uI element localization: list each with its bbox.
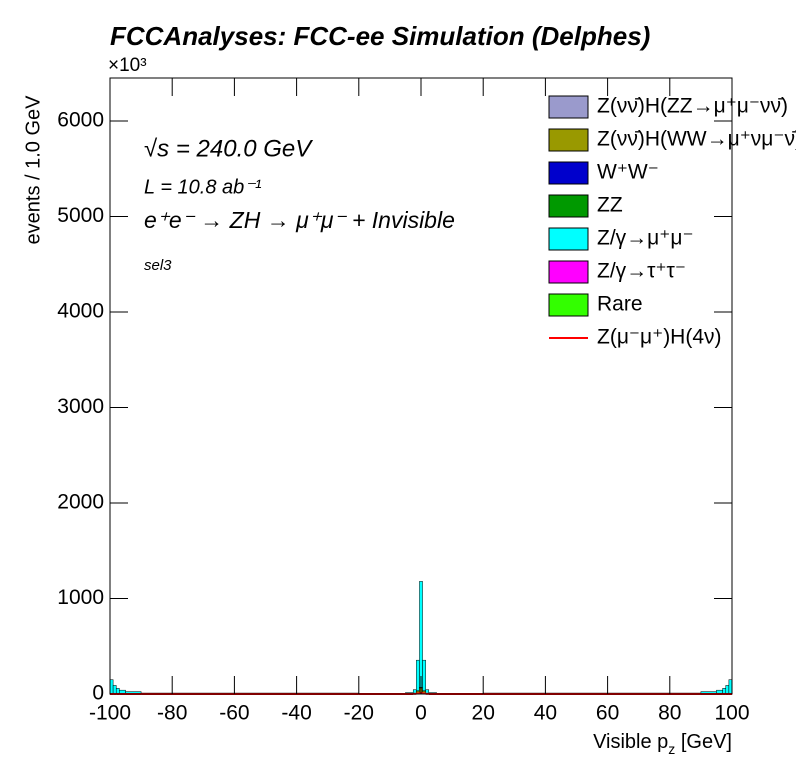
bar [419,581,423,688]
legend-label: Z(νν̄)H(ZZ→μ⁺μ⁻νν̄) [597,95,788,118]
x-tick-label: -40 [281,702,311,725]
chart-title: FCCAnalyses: FCC-ee Simulation (Delphes) [110,21,650,51]
x-label-part: Visible p [593,731,668,753]
legend-label: Z(νν̄)H(WW→μ⁺νμ⁻ν̄) [597,128,796,151]
x-tick-label: 20 [472,702,495,725]
y-tick-label: 4000 [57,300,104,323]
x-tick-label: 60 [596,702,619,725]
x-tick-label: -60 [219,702,249,725]
y-tick-label: 2000 [57,491,104,514]
y-tick-label: 0 [92,682,104,705]
bar [112,685,117,695]
bar [416,659,420,692]
y-axis-label: events / 1.0 GeV [22,95,44,245]
x-tick-label: -80 [157,702,187,725]
annotation: sel3 [144,257,172,274]
annotation: e⁺e⁻ → ZH → μ⁺μ⁻ + Invisible [144,207,455,233]
annotation: L = 10.8 ab⁻¹ [144,176,262,198]
legend-swatch [548,128,589,152]
legend-swatch [548,260,589,284]
legend-swatch [548,227,589,251]
bar [725,685,730,695]
y-tick-label: 1000 [57,586,104,609]
legend-label: Z/γ→τ⁺τ⁻ [597,260,686,283]
legend-label: Z/γ→μ⁺μ⁻ [597,227,694,250]
x-label-part: [GeV] [675,731,732,753]
legend-label: W⁺W⁻ [597,161,659,184]
x-tick-label: 100 [714,702,749,725]
x-tick-label: 0 [415,702,427,725]
x-tick-label: -20 [344,702,374,725]
y-tick-label: 5000 [57,204,104,227]
legend-swatch [548,95,589,119]
x-tick-label: -100 [89,702,131,725]
x-tick-label: 80 [658,702,681,725]
legend-swatch [548,194,589,218]
legend-swatch [548,161,589,185]
legend-label: Rare [597,293,643,316]
bar [422,659,426,692]
y-tick-label: 6000 [57,109,104,132]
annotation: √s = 240.0 GeV [144,135,313,162]
legend: Z(νν̄)H(ZZ→μ⁺μ⁻νν̄) Z(νν̄)H(WW→μ⁺νμ⁻ν̄) W⁺… [548,95,796,349]
y-tick-label: 3000 [57,395,104,418]
legend-label: ZZ [597,194,623,217]
x-axis-label: Visible pz [GeV] [593,731,732,756]
x-label-sub: z [668,741,675,757]
y-multiplier: ×10³ [108,55,147,76]
legend-swatch [548,293,589,317]
legend-label: Z(μ⁻μ⁺)H(4ν) [597,326,722,349]
x-tick-label: 40 [534,702,557,725]
